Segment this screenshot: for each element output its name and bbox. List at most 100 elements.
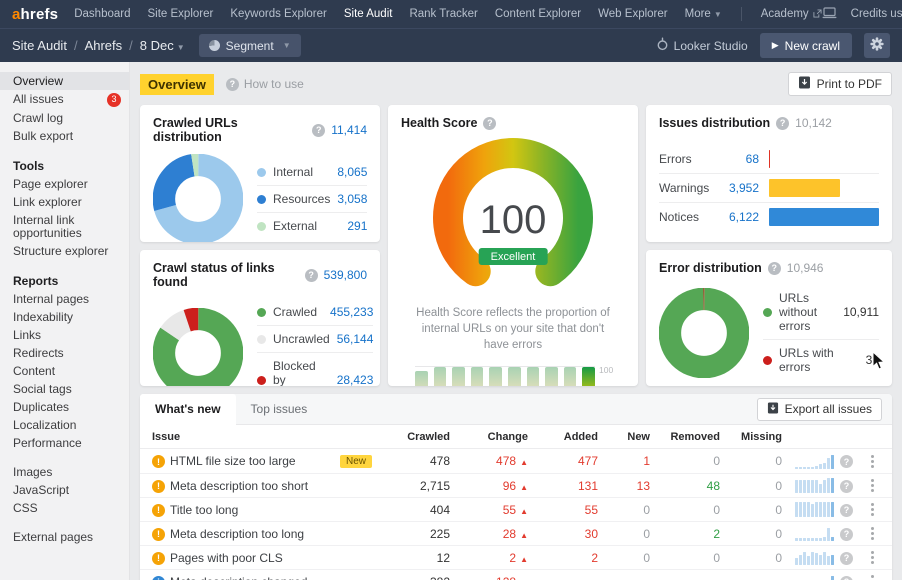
removed-cell[interactable]: 0 bbox=[713, 502, 720, 517]
help-icon[interactable]: ? bbox=[840, 527, 853, 541]
sidebar-item-crawl-log[interactable]: Crawl log bbox=[0, 109, 129, 127]
issues-row-value[interactable]: 68 bbox=[745, 151, 759, 166]
issue-link[interactable]: Meta description too long bbox=[170, 526, 305, 541]
crawled-cell[interactable]: 404 bbox=[429, 502, 450, 517]
sidebar-item-internal-link-opportunities[interactable]: Internal link opportunities bbox=[0, 211, 129, 242]
change-cell[interactable]: 478 ▲ bbox=[496, 454, 528, 468]
nav-item-keywords-explorer[interactable]: Keywords Explorer bbox=[230, 8, 327, 20]
issue-link[interactable]: Pages with poor CLS bbox=[170, 550, 283, 565]
nav-item-more[interactable]: More ▼ bbox=[684, 8, 722, 20]
missing-cell[interactable]: 0 bbox=[775, 454, 782, 468]
sidebar-item-localization[interactable]: Localization bbox=[0, 416, 129, 434]
added-cell[interactable]: – bbox=[528, 575, 598, 580]
breadcrumb-ahrefs[interactable]: Ahrefs bbox=[84, 38, 123, 53]
row-menu-icon[interactable] bbox=[864, 501, 880, 518]
change-cell[interactable]: 96 ▲ bbox=[502, 478, 528, 493]
help-icon[interactable]: ? bbox=[840, 479, 853, 493]
change-cell[interactable]: 28 ▲ bbox=[502, 526, 528, 541]
added-cell[interactable]: 55 bbox=[584, 502, 598, 517]
how-to-use-link[interactable]: ? How to use bbox=[225, 77, 304, 91]
legend-value[interactable]: 56,144 bbox=[336, 332, 374, 346]
nav-item-content-explorer[interactable]: Content Explorer bbox=[494, 8, 582, 20]
card-total-link[interactable]: 539,800 bbox=[323, 268, 367, 282]
sidebar-item-external-pages[interactable]: External pages bbox=[0, 528, 129, 546]
new-cell[interactable]: – bbox=[598, 575, 650, 580]
sidebar-item-link-explorer[interactable]: Link explorer bbox=[0, 193, 129, 211]
legend-value[interactable]: 291 bbox=[347, 219, 368, 233]
change-cell[interactable]: 55 ▲ bbox=[502, 502, 528, 517]
sidebar-item-css[interactable]: CSS bbox=[0, 499, 129, 517]
removed-cell[interactable]: 48 bbox=[706, 478, 720, 493]
issue-link[interactable]: HTML file size too large bbox=[170, 454, 296, 468]
nav-item-web-explorer[interactable]: Web Explorer bbox=[598, 8, 668, 20]
overview-tab[interactable]: Overview bbox=[140, 73, 214, 95]
export-all-issues-button[interactable]: Export all issues bbox=[756, 397, 882, 421]
sidebar-item-internal-pages[interactable]: Internal pages bbox=[0, 290, 129, 308]
crawled-cell[interactable]: 12 bbox=[436, 550, 450, 565]
breadcrumb-8-dec[interactable]: 8 Dec ▼ bbox=[139, 38, 185, 53]
row-menu-icon[interactable] bbox=[864, 453, 880, 470]
looker-studio-link[interactable]: Looker Studio bbox=[657, 37, 748, 54]
removed-cell[interactable]: – bbox=[650, 575, 720, 580]
sidebar-item-overview[interactable]: Overview bbox=[0, 72, 129, 90]
missing-cell[interactable]: 0 bbox=[775, 502, 782, 517]
nav-item-rank-tracker[interactable]: Rank Tracker bbox=[409, 8, 478, 20]
crawled-cell[interactable]: 225 bbox=[429, 526, 450, 541]
sidebar-item-images[interactable]: Images bbox=[0, 463, 129, 481]
help-icon[interactable]: ? bbox=[840, 551, 853, 565]
help-icon[interactable]: ? bbox=[776, 116, 790, 130]
removed-cell[interactable]: 0 bbox=[713, 454, 720, 468]
nav-item-dashboard[interactable]: Dashboard bbox=[74, 8, 131, 20]
crawled-cell[interactable]: 2,715 bbox=[419, 478, 450, 493]
added-cell[interactable]: 2 bbox=[591, 550, 598, 565]
sidebar-item-all-issues[interactable]: All issues 3 bbox=[0, 90, 129, 109]
help-icon[interactable]: ? bbox=[312, 123, 326, 137]
ahrefs-logo[interactable]: ahrefs bbox=[12, 5, 59, 23]
new-cell[interactable]: 1 bbox=[643, 454, 650, 468]
crawled-cell[interactable]: 478 bbox=[429, 454, 450, 468]
change-cell[interactable]: 2 ▲ bbox=[509, 550, 528, 565]
issue-link[interactable]: Title too long bbox=[170, 502, 239, 517]
nav-item-site-audit[interactable]: Site Audit bbox=[343, 8, 393, 20]
legend-value[interactable]: 3,058 bbox=[337, 192, 368, 206]
missing-cell[interactable]: 0 bbox=[775, 478, 782, 493]
tab-top-issues[interactable]: Top issues bbox=[250, 402, 308, 416]
issues-row-value[interactable]: 3,952 bbox=[728, 181, 759, 195]
added-cell[interactable]: 30 bbox=[584, 526, 598, 541]
missing-cell[interactable]: – bbox=[720, 575, 782, 580]
row-menu-icon[interactable] bbox=[864, 573, 880, 580]
help-icon[interactable]: ? bbox=[840, 575, 853, 580]
sidebar-item-duplicates[interactable]: Duplicates bbox=[0, 398, 129, 416]
print-to-pdf-button[interactable]: Print to PDF bbox=[787, 72, 892, 96]
removed-cell[interactable]: 0 bbox=[713, 550, 720, 565]
new-cell[interactable]: 0 bbox=[643, 526, 650, 541]
legend-value[interactable]: 455,233 bbox=[330, 305, 374, 319]
sidebar-item-structure-explorer[interactable]: Structure explorer bbox=[0, 242, 129, 260]
help-icon[interactable]: ? bbox=[840, 503, 853, 517]
row-menu-icon[interactable] bbox=[864, 549, 880, 566]
tab-whats-new[interactable]: What's new bbox=[140, 393, 236, 425]
added-cell[interactable]: 131 bbox=[577, 478, 598, 493]
sidebar-item-bulk-export[interactable]: Bulk export bbox=[0, 127, 129, 145]
added-cell[interactable]: 477 bbox=[577, 454, 598, 468]
help-icon[interactable]: ? bbox=[767, 261, 781, 275]
segment-button[interactable]: Segment ▼ bbox=[198, 34, 301, 57]
nav-item-academy[interactable]: Academy bbox=[761, 8, 822, 21]
settings-button[interactable] bbox=[864, 33, 890, 58]
sidebar-item-performance[interactable]: Performance bbox=[0, 434, 129, 452]
crawled-cell[interactable]: 382 bbox=[380, 575, 450, 580]
new-cell[interactable]: 0 bbox=[643, 502, 650, 517]
row-menu-icon[interactable] bbox=[864, 525, 880, 542]
sidebar-item-indexability[interactable]: Indexability bbox=[0, 308, 129, 326]
card-total-link[interactable]: 11,414 bbox=[331, 123, 367, 137]
issue-link[interactable]: Meta description changed bbox=[170, 575, 307, 580]
sidebar-item-javascript[interactable]: JavaScript bbox=[0, 481, 129, 499]
sidebar-item-page-explorer[interactable]: Page explorer bbox=[0, 175, 129, 193]
sidebar-item-content[interactable]: Content bbox=[0, 362, 129, 380]
legend-value[interactable]: 8,065 bbox=[337, 165, 368, 179]
sidebar-item-links[interactable]: Links bbox=[0, 326, 129, 344]
legend-value[interactable]: 28,423 bbox=[336, 373, 374, 386]
missing-cell[interactable]: 0 bbox=[775, 550, 782, 565]
help-icon[interactable]: ? bbox=[483, 116, 497, 130]
sidebar-item-social-tags[interactable]: Social tags bbox=[0, 380, 129, 398]
